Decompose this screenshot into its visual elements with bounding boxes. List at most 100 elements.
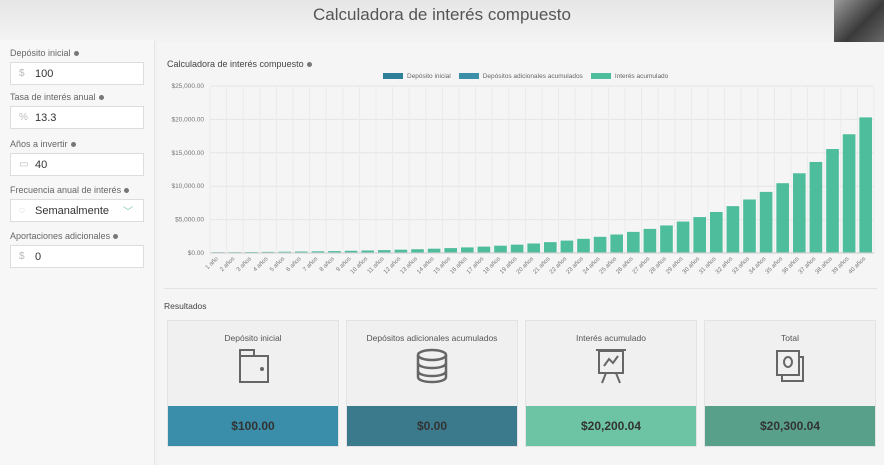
additional-input[interactable]: $0 [10,245,144,268]
bar-interest [361,250,375,253]
info-icon[interactable] [98,95,104,101]
bar-interest [610,234,624,253]
x-tick-label: 10 años [350,256,369,275]
deposit-input[interactable]: $100 [10,62,144,85]
x-tick-label: 19 años [499,256,518,275]
additional-value: 0 [35,250,42,263]
x-tick-label: 12 años [383,256,402,275]
x-tick-label: 26 años [615,256,634,275]
results-label: Resultados [164,301,207,311]
bar-interest [527,243,541,253]
x-tick-label: 27 años [632,256,651,275]
years-label: Años a invertir [10,139,68,149]
bar-interest [626,231,640,253]
bar-interest [643,228,657,253]
bar-interest [477,246,491,253]
x-tick-label: 34 años [748,256,767,275]
bar-interest [792,173,806,253]
calendar-icon: ▭ [19,159,29,170]
main-panel: Calculadora de interés compuesto Depósit… [157,42,884,465]
bar-interest [593,236,607,253]
card-additional: Depósitos adicionales acumulados $0.00 [346,320,518,447]
frequency-select[interactable]: ◌ Semanalmente ﹀ [10,199,144,222]
bar-interest [826,149,839,253]
bar-interest [427,248,441,253]
card-value: $20,200.04 [526,406,696,446]
years-input[interactable]: ▭ 40 [10,153,144,176]
x-tick-label: 40 años [848,256,867,275]
y-tick-label: $15,000.00 [171,150,204,157]
chevron-down-icon: ﹀ [123,207,133,218]
x-tick-label: 29 años [665,256,684,275]
x-tick-label: 18 años [483,256,502,275]
x-tick-label: 4 años [253,256,270,273]
bar-interest [676,221,690,253]
rate-label: Tasa de interés anual [10,92,96,102]
x-tick-label: 3 años [236,256,253,273]
bar-interest [776,183,790,253]
bar-interest [859,117,873,253]
legend-label: Interés acumulado [614,73,669,80]
rate-field: Tasa de interés anual % 13.3 [10,92,144,129]
x-tick-label: 2 años [219,256,236,273]
page-title: Calculadora de interés compuesto [313,5,571,24]
frequency-label: Frecuencia anual de interés [10,185,122,195]
bar-interest [278,251,292,253]
x-tick-label: 13 años [400,256,419,275]
card-value: $0.00 [347,406,517,446]
bar-interest [377,250,391,253]
sidebar: Depósito inicial $100 Tasa de interés an… [0,40,155,465]
bar-interest [577,238,590,253]
dollar-icon: $ [19,251,25,262]
bar-interest [543,242,557,253]
bar-interest [809,161,823,253]
x-tick-label: 37 años [798,256,817,275]
additional-label: Aportaciones adicionales [10,231,111,241]
x-tick-label: 7 años [302,256,319,273]
bar-interest [726,206,740,253]
wallet-icon [239,349,269,383]
legend-label: Depósitos adicionales acumulados [482,73,583,80]
header: Calculadora de interés compuesto [0,0,884,40]
info-icon[interactable] [70,142,76,148]
bar-chart: $0.00 $5,000.00 $10,000.00 $15,000.00 $20,00… [171,83,875,276]
clock-icon: ◌ [19,205,25,216]
legend-additional[interactable]: Depósitos adicionales acumulados [458,73,583,80]
bar-interest [743,199,756,253]
legend-interest[interactable]: Interés acumulado [590,73,669,80]
frequency-value: Semanalmente [35,204,109,217]
y-tick-label: $5,000.00 [175,217,204,224]
years-value: 40 [35,158,48,171]
bar-interest [394,249,408,253]
card-title: Depósito inicial [224,333,282,343]
x-tick-label: 33 años [732,256,751,275]
rate-input[interactable]: % 13.3 [10,106,144,129]
card-title: Depósitos adicionales acumulados [366,333,498,343]
info-icon[interactable] [124,188,130,194]
bar-interest [444,248,458,253]
x-tick-label: 25 años [599,256,618,275]
x-tick-label: 23 años [566,256,585,275]
legend-deposit[interactable]: Depósito inicial [383,73,451,80]
x-tick-label: 35 años [765,256,784,275]
dollar-icon: $ [19,68,25,79]
x-tick-label: 38 años [815,256,834,275]
bar-interest [693,217,707,253]
x-tick-label: 24 años [582,256,601,275]
x-tick-label: 28 años [649,256,668,275]
info-icon[interactable] [306,62,312,68]
x-tick-label: 21 años [532,256,551,275]
x-tick-label: 14 años [416,256,435,275]
x-tick-label: 5 años [269,256,286,273]
x-tick-label: 39 años [831,256,850,275]
deposit-field: Depósito inicial $100 [10,48,144,85]
x-tick-label: 20 años [516,256,535,275]
additional-field: Aportaciones adicionales $0 [10,231,144,268]
info-icon[interactable] [113,234,119,240]
bar-interest [660,225,673,253]
coins-icon [416,348,448,384]
bar-interest [294,251,308,253]
card-interest: Interés acumulado $20,200.04 [525,320,697,447]
info-icon[interactable] [73,51,79,57]
frequency-field: Frecuencia anual de interés ◌ Semanalment… [10,185,144,222]
